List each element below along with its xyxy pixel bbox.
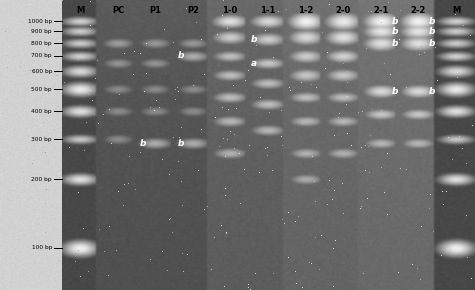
Text: 1-1: 1-1 xyxy=(260,6,276,15)
Text: 2-1: 2-1 xyxy=(373,6,389,15)
Text: 100 bp: 100 bp xyxy=(31,246,52,251)
Text: b: b xyxy=(392,26,399,35)
Text: 500 bp: 500 bp xyxy=(31,86,52,92)
Text: 900 bp: 900 bp xyxy=(31,28,52,34)
Text: P2: P2 xyxy=(187,6,199,15)
Text: b: b xyxy=(429,26,436,35)
Text: b: b xyxy=(392,17,399,26)
Text: P1: P1 xyxy=(149,6,161,15)
Text: b: b xyxy=(177,139,184,148)
Text: b: b xyxy=(139,139,146,148)
Text: 1000 bp: 1000 bp xyxy=(28,19,52,23)
Text: 1-0: 1-0 xyxy=(222,6,238,15)
Text: b: b xyxy=(392,39,399,48)
Text: b: b xyxy=(429,17,436,26)
Text: b: b xyxy=(429,86,436,95)
Text: 700 bp: 700 bp xyxy=(31,53,52,59)
Text: b: b xyxy=(429,39,436,48)
Text: 1-2: 1-2 xyxy=(298,6,314,15)
Text: 200 bp: 200 bp xyxy=(31,177,52,182)
Text: a: a xyxy=(250,59,256,68)
Text: M: M xyxy=(76,6,84,15)
Text: 2-2: 2-2 xyxy=(410,6,426,15)
Text: b: b xyxy=(177,52,184,61)
Text: 400 bp: 400 bp xyxy=(31,108,52,113)
Text: b: b xyxy=(250,35,257,44)
Text: 600 bp: 600 bp xyxy=(31,68,52,73)
Text: 2-0: 2-0 xyxy=(335,6,351,15)
Text: PC: PC xyxy=(112,6,124,15)
Text: b: b xyxy=(392,86,399,95)
Text: 300 bp: 300 bp xyxy=(31,137,52,142)
Text: M: M xyxy=(452,6,460,15)
Text: 800 bp: 800 bp xyxy=(31,41,52,46)
